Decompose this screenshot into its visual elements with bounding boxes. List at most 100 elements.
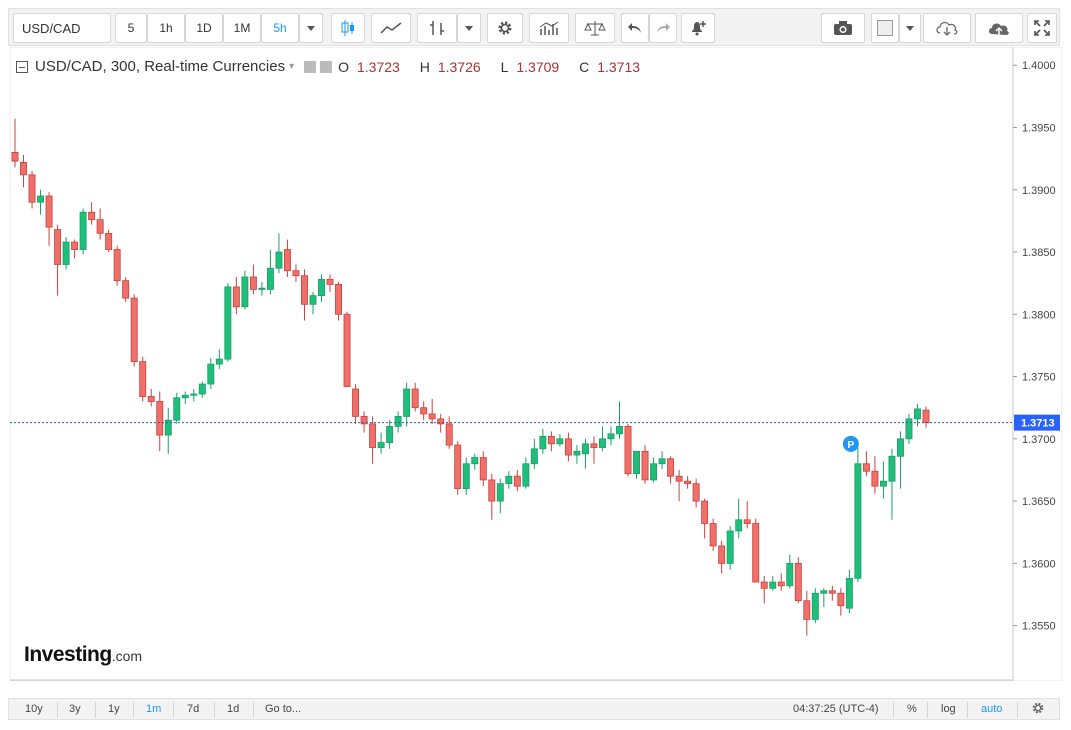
candle-body bbox=[675, 475, 683, 482]
legend-title: USD/CAD, 300, Real-time Currencies bbox=[35, 58, 286, 75]
screenshot-button[interactable] bbox=[821, 13, 865, 43]
bottom-toolbar: 10y 3y 1y 1m 7d 1d Go to... 04:37:25 (UT… bbox=[8, 698, 1060, 720]
settings-button[interactable] bbox=[487, 13, 523, 43]
indicators-button[interactable] bbox=[529, 13, 569, 43]
candle-body bbox=[718, 545, 726, 564]
format-settings-icon[interactable] bbox=[320, 60, 333, 73]
chart-area[interactable]: 1.4000 1.3950 1.3900 1.3850 1.3800 1.3750 1.37… bbox=[10, 47, 1062, 681]
goto-date-button[interactable]: Go to... bbox=[265, 703, 302, 715]
divider bbox=[1017, 702, 1018, 718]
color-dropdown-button[interactable] bbox=[899, 13, 921, 43]
candle-body bbox=[709, 523, 717, 547]
candle-body bbox=[726, 530, 734, 564]
candle-body bbox=[803, 600, 811, 620]
candle-body bbox=[71, 241, 79, 250]
add-alert-button[interactable] bbox=[681, 13, 715, 43]
log-scale-button[interactable]: log bbox=[941, 703, 956, 715]
candle-body bbox=[377, 442, 385, 448]
candles-style-button[interactable] bbox=[331, 13, 365, 43]
candle-body bbox=[113, 249, 121, 282]
range-7d-button[interactable]: 7d bbox=[187, 703, 200, 715]
candle-body bbox=[573, 450, 581, 456]
candle-body bbox=[667, 458, 675, 477]
redo-button[interactable] bbox=[649, 13, 677, 43]
y-tick-label: 1.3800 bbox=[1022, 309, 1056, 321]
divider bbox=[967, 702, 968, 718]
candle-body bbox=[692, 483, 700, 502]
candle-body bbox=[62, 241, 70, 265]
candle-body bbox=[701, 500, 709, 524]
auto-scale-button[interactable]: auto bbox=[981, 703, 1003, 715]
current-price-tag bbox=[1014, 414, 1060, 431]
visibility-icon[interactable] bbox=[304, 60, 317, 73]
range-1m-button[interactable]: 1m bbox=[146, 703, 162, 715]
symbol-label: USD/CAD bbox=[22, 20, 81, 36]
candle-body bbox=[411, 388, 419, 409]
candle-body bbox=[88, 211, 96, 221]
candle-body bbox=[633, 450, 640, 475]
candle-body bbox=[420, 407, 428, 415]
candle-body bbox=[28, 174, 36, 203]
candle-body bbox=[513, 475, 521, 487]
undo-button[interactable] bbox=[621, 13, 649, 43]
y-tick-label: 1.3750 bbox=[1022, 372, 1056, 384]
interval-1h-button[interactable]: 1h bbox=[147, 13, 185, 43]
candle-body bbox=[547, 435, 555, 445]
candle-body bbox=[360, 416, 368, 425]
candle-body bbox=[207, 363, 215, 385]
y-tick-label: 1.3950 bbox=[1022, 122, 1056, 134]
interval-dropdown-button[interactable] bbox=[299, 13, 323, 43]
color-button[interactable] bbox=[871, 13, 899, 43]
candle-body bbox=[496, 483, 504, 502]
candle-body bbox=[888, 455, 896, 482]
divider bbox=[253, 702, 254, 718]
bars-icon bbox=[430, 21, 444, 35]
candle-body bbox=[318, 279, 325, 297]
settings-gear-icon[interactable] bbox=[1031, 701, 1045, 715]
candle-body bbox=[20, 161, 27, 176]
bars-style-button[interactable] bbox=[417, 13, 457, 43]
range-1d-button[interactable]: 1d bbox=[227, 703, 240, 715]
candle-body bbox=[735, 519, 743, 532]
candle-body bbox=[445, 423, 453, 446]
candle-body bbox=[539, 435, 547, 450]
load-chart-button[interactable] bbox=[923, 13, 971, 43]
range-10y-button[interactable]: 10y bbox=[25, 703, 43, 715]
candle-body bbox=[530, 448, 538, 465]
candle-body bbox=[386, 425, 394, 443]
candle-body bbox=[437, 418, 445, 425]
chevron-down-icon[interactable]: ▾ bbox=[289, 61, 295, 72]
range-1y-button[interactable]: 1y bbox=[108, 703, 120, 715]
candle-body bbox=[301, 275, 308, 305]
clock-time[interactable]: 04:37:25 (UTC-4) bbox=[793, 703, 879, 715]
compare-button[interactable] bbox=[575, 13, 615, 43]
candlestick-chart[interactable]: 1.4000 1.3950 1.3900 1.3850 1.3800 1.3750 1.37… bbox=[10, 47, 1062, 681]
indicators-icon bbox=[539, 21, 559, 35]
candle-body bbox=[164, 419, 172, 436]
y-tick-label: 1.3700 bbox=[1022, 434, 1056, 446]
y-tick-label: 1.3850 bbox=[1022, 247, 1056, 259]
candle-body bbox=[335, 284, 342, 315]
symbol-search-box[interactable]: USD/CAD bbox=[13, 13, 111, 43]
fullscreen-button[interactable] bbox=[1027, 13, 1057, 43]
candle-body bbox=[658, 458, 666, 465]
range-3y-button[interactable]: 3y bbox=[69, 703, 81, 715]
high-value: 1.3726 bbox=[437, 58, 481, 75]
interval-5-button[interactable]: 5 bbox=[115, 13, 147, 43]
interval-5h-button[interactable]: 5h bbox=[261, 13, 299, 43]
candle-body bbox=[811, 592, 819, 620]
interval-1d-button[interactable]: 1D bbox=[185, 13, 223, 43]
style-dropdown-button[interactable] bbox=[457, 13, 481, 43]
save-chart-button[interactable] bbox=[975, 13, 1023, 43]
divider bbox=[133, 702, 134, 718]
candle-body bbox=[743, 519, 751, 524]
percent-scale-button[interactable]: % bbox=[907, 703, 917, 715]
collapse-legend-icon[interactable] bbox=[16, 60, 28, 73]
candle-body bbox=[828, 590, 836, 594]
candle-body bbox=[326, 279, 334, 285]
line-style-button[interactable] bbox=[371, 13, 411, 43]
candle-body bbox=[343, 313, 351, 387]
undo-icon bbox=[628, 23, 641, 33]
interval-1m-button[interactable]: 1M bbox=[223, 13, 261, 43]
candle-body bbox=[258, 287, 266, 290]
